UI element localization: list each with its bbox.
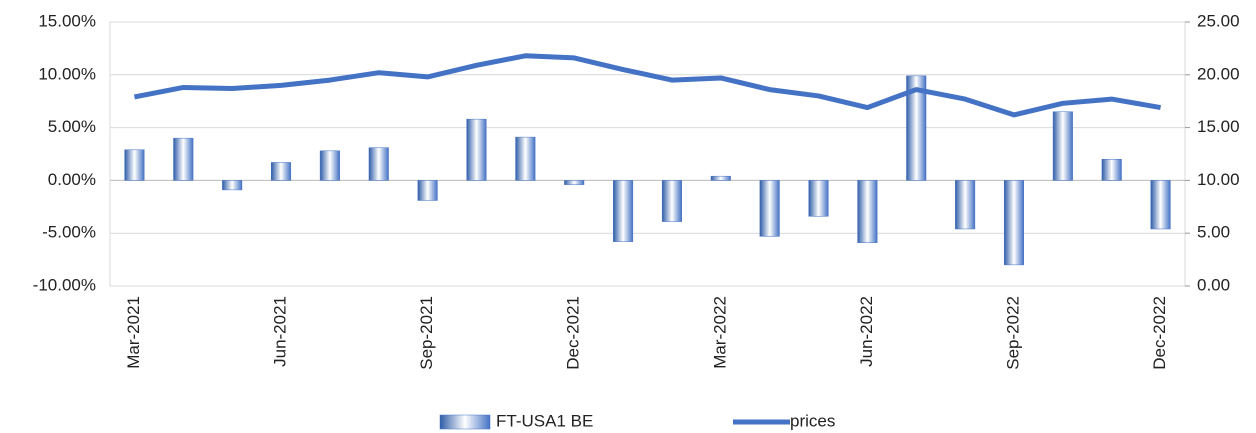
bar [222, 180, 243, 191]
bar [808, 180, 829, 217]
x-tick-label: Dec-2021 [564, 296, 583, 370]
bar [1150, 180, 1171, 230]
bar [661, 180, 682, 222]
x-tick-label: Sep-2021 [417, 296, 436, 370]
bar [417, 180, 438, 201]
x-tick-label: Dec-2022 [1150, 296, 1169, 370]
y-tick-label: -5.00% [42, 223, 96, 242]
bar [759, 180, 780, 237]
y2-tick-label: 20.00 [1197, 64, 1240, 83]
bar [466, 118, 487, 181]
bar [564, 180, 585, 185]
x-tick-label: Mar-2022 [710, 296, 729, 369]
bar [319, 150, 340, 181]
y-tick-label: -10.00% [33, 275, 96, 294]
y2-tick-label: 10.00 [1197, 170, 1240, 189]
x-tick-label: Jun-2022 [857, 296, 876, 367]
bar [955, 180, 976, 230]
bar [515, 136, 536, 181]
y2-tick-label: 25.00 [1197, 11, 1240, 30]
y2-tick-label: 0.00 [1197, 275, 1230, 294]
bar [1101, 159, 1122, 181]
y-tick-label: 0.00% [48, 170, 96, 189]
bar [368, 147, 389, 181]
y2-tick-label: 15.00 [1197, 117, 1240, 136]
x-tick-label: Sep-2022 [1003, 296, 1022, 370]
bar [613, 180, 634, 242]
y-tick-label: 5.00% [48, 117, 96, 136]
bar [1003, 180, 1024, 266]
y-tick-label: 10.00% [38, 64, 96, 83]
bar [124, 149, 145, 181]
legend-label: prices [790, 411, 835, 430]
bar [271, 162, 292, 181]
y2-tick-label: 5.00 [1197, 223, 1230, 242]
line [133, 53, 1161, 118]
bar [906, 75, 927, 181]
bar [857, 180, 878, 243]
x-tick-label: Mar-2021 [124, 296, 143, 369]
y-tick-label: 15.00% [38, 11, 96, 30]
bar [710, 175, 731, 181]
x-tick-label: Jun-2021 [271, 296, 290, 367]
bar [173, 137, 194, 181]
legend-label: FT-USA1 BE [496, 411, 593, 430]
legend-swatch [439, 414, 491, 430]
bar [1052, 111, 1073, 181]
